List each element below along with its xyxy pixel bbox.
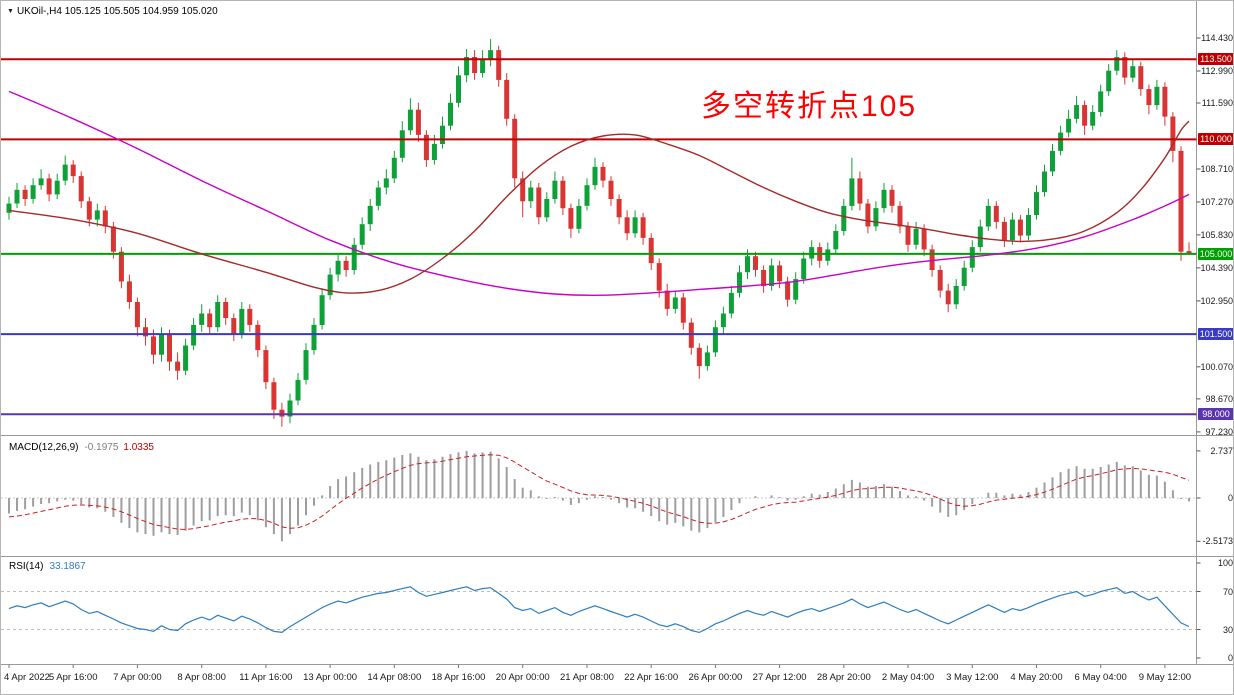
time-axis-label: 21 Apr 08:00 <box>560 672 614 683</box>
price-axis[interactable]: 114.430 112.990 111.590 108.710 107.270 105.8… <box>1197 1 1233 694</box>
time-axis-label: 27 Apr 12:00 <box>752 672 807 683</box>
axis-tick-label: 30 <box>1222 624 1233 635</box>
axis-tick-label: 0 <box>1227 653 1233 663</box>
macd-signal-value: 1.0335 <box>123 442 154 453</box>
axis-tick-label: 100.070 <box>1200 361 1233 372</box>
macd-indicator-label: MACD(12,26,9) -0.1975 1.0335 <box>9 442 154 453</box>
axis-tick-label: 100 <box>1217 558 1233 568</box>
time-axis-label: 22 Apr 16:00 <box>624 672 679 683</box>
axis-tick-label: 105.830 <box>1200 229 1233 240</box>
rsi-name: RSI(14) <box>9 561 44 572</box>
time-axis-label: 4 Apr 2022 <box>4 672 50 683</box>
macd-name: MACD(12,26,9) <box>9 442 79 453</box>
axis-tick-label: 102.950 <box>1200 295 1233 306</box>
symbol-ohlc-text: UKOil-,H4 105.125 105.505 104.959 105.02… <box>16 6 218 17</box>
axis-tick-label: 2.737 <box>1210 445 1233 456</box>
axis-tick-label: 97.230 <box>1205 426 1233 437</box>
price-level-badge: 101.500 <box>1198 328 1233 341</box>
chart-title: ▼ UKOil-,H4 105.125 105.505 104.959 105.0… <box>7 6 218 17</box>
price-level-badge: 98.000 <box>1198 408 1233 421</box>
axis-tick-label: 114.430 <box>1201 33 1233 43</box>
price-level-badge: 113.500 <box>1198 53 1233 66</box>
time-axis-label: 6 May 04:00 <box>1074 672 1127 683</box>
time-axis-label: 20 Apr 00:00 <box>495 672 550 683</box>
axis-tick-label: 107.270 <box>1200 196 1233 207</box>
time-axis-label: 7 Apr 00:00 <box>113 672 162 683</box>
rsi-value: 33.1867 <box>49 561 86 572</box>
axis-tick-label: 108.710 <box>1200 163 1233 174</box>
symbol-marker-icon: ▼ <box>7 8 14 15</box>
rsi-indicator-label: RSI(14) 33.1867 <box>9 561 86 572</box>
axis-tick-label: 104.390 <box>1200 262 1233 273</box>
time-axis-label: 11 Apr 16:00 <box>239 672 293 683</box>
axis-tick-label: 70 <box>1222 586 1233 597</box>
axis-tick-label: 112.990 <box>1201 65 1233 76</box>
time-axis-label: 9 May 12:00 <box>1138 672 1192 683</box>
time-axis-label: 4 May 20:00 <box>1010 672 1063 683</box>
time-axis-label: 28 Apr 20:00 <box>816 672 871 683</box>
time-axis-label: 13 Apr 00:00 <box>303 672 358 683</box>
axis-tick-label: 0 <box>1227 493 1233 503</box>
time-axis-label: 14 Apr 08:00 <box>367 672 422 683</box>
axis-tick-label: 98.670 <box>1205 393 1233 404</box>
macd-main-value: -0.1975 <box>84 442 119 453</box>
time-axis-label: 18 Apr 16:00 <box>431 672 486 683</box>
time-axis-label: 5 Apr 16:00 <box>48 672 98 683</box>
chart-annotation-text[interactable]: 多空转折点105 <box>701 90 918 123</box>
time-axis-label: 3 May 12:00 <box>946 672 999 683</box>
time-axis-label: 26 Apr 00:00 <box>688 672 743 683</box>
time-axis[interactable]: 4 Apr 2022 5 Apr 16:00 7 Apr 00:00 8 Apr 08… <box>1 669 1196 693</box>
price-level-badge: 110.000 <box>1198 133 1233 146</box>
time-axis-label: 2 May 04:00 <box>881 672 935 683</box>
price-level-badge: 105.000 <box>1198 247 1233 260</box>
axis-tick-label: 111.590 <box>1201 98 1233 109</box>
axis-tick-label: -2.5173 <box>1202 536 1233 547</box>
time-axis-label: 8 Apr 08:00 <box>177 672 226 683</box>
